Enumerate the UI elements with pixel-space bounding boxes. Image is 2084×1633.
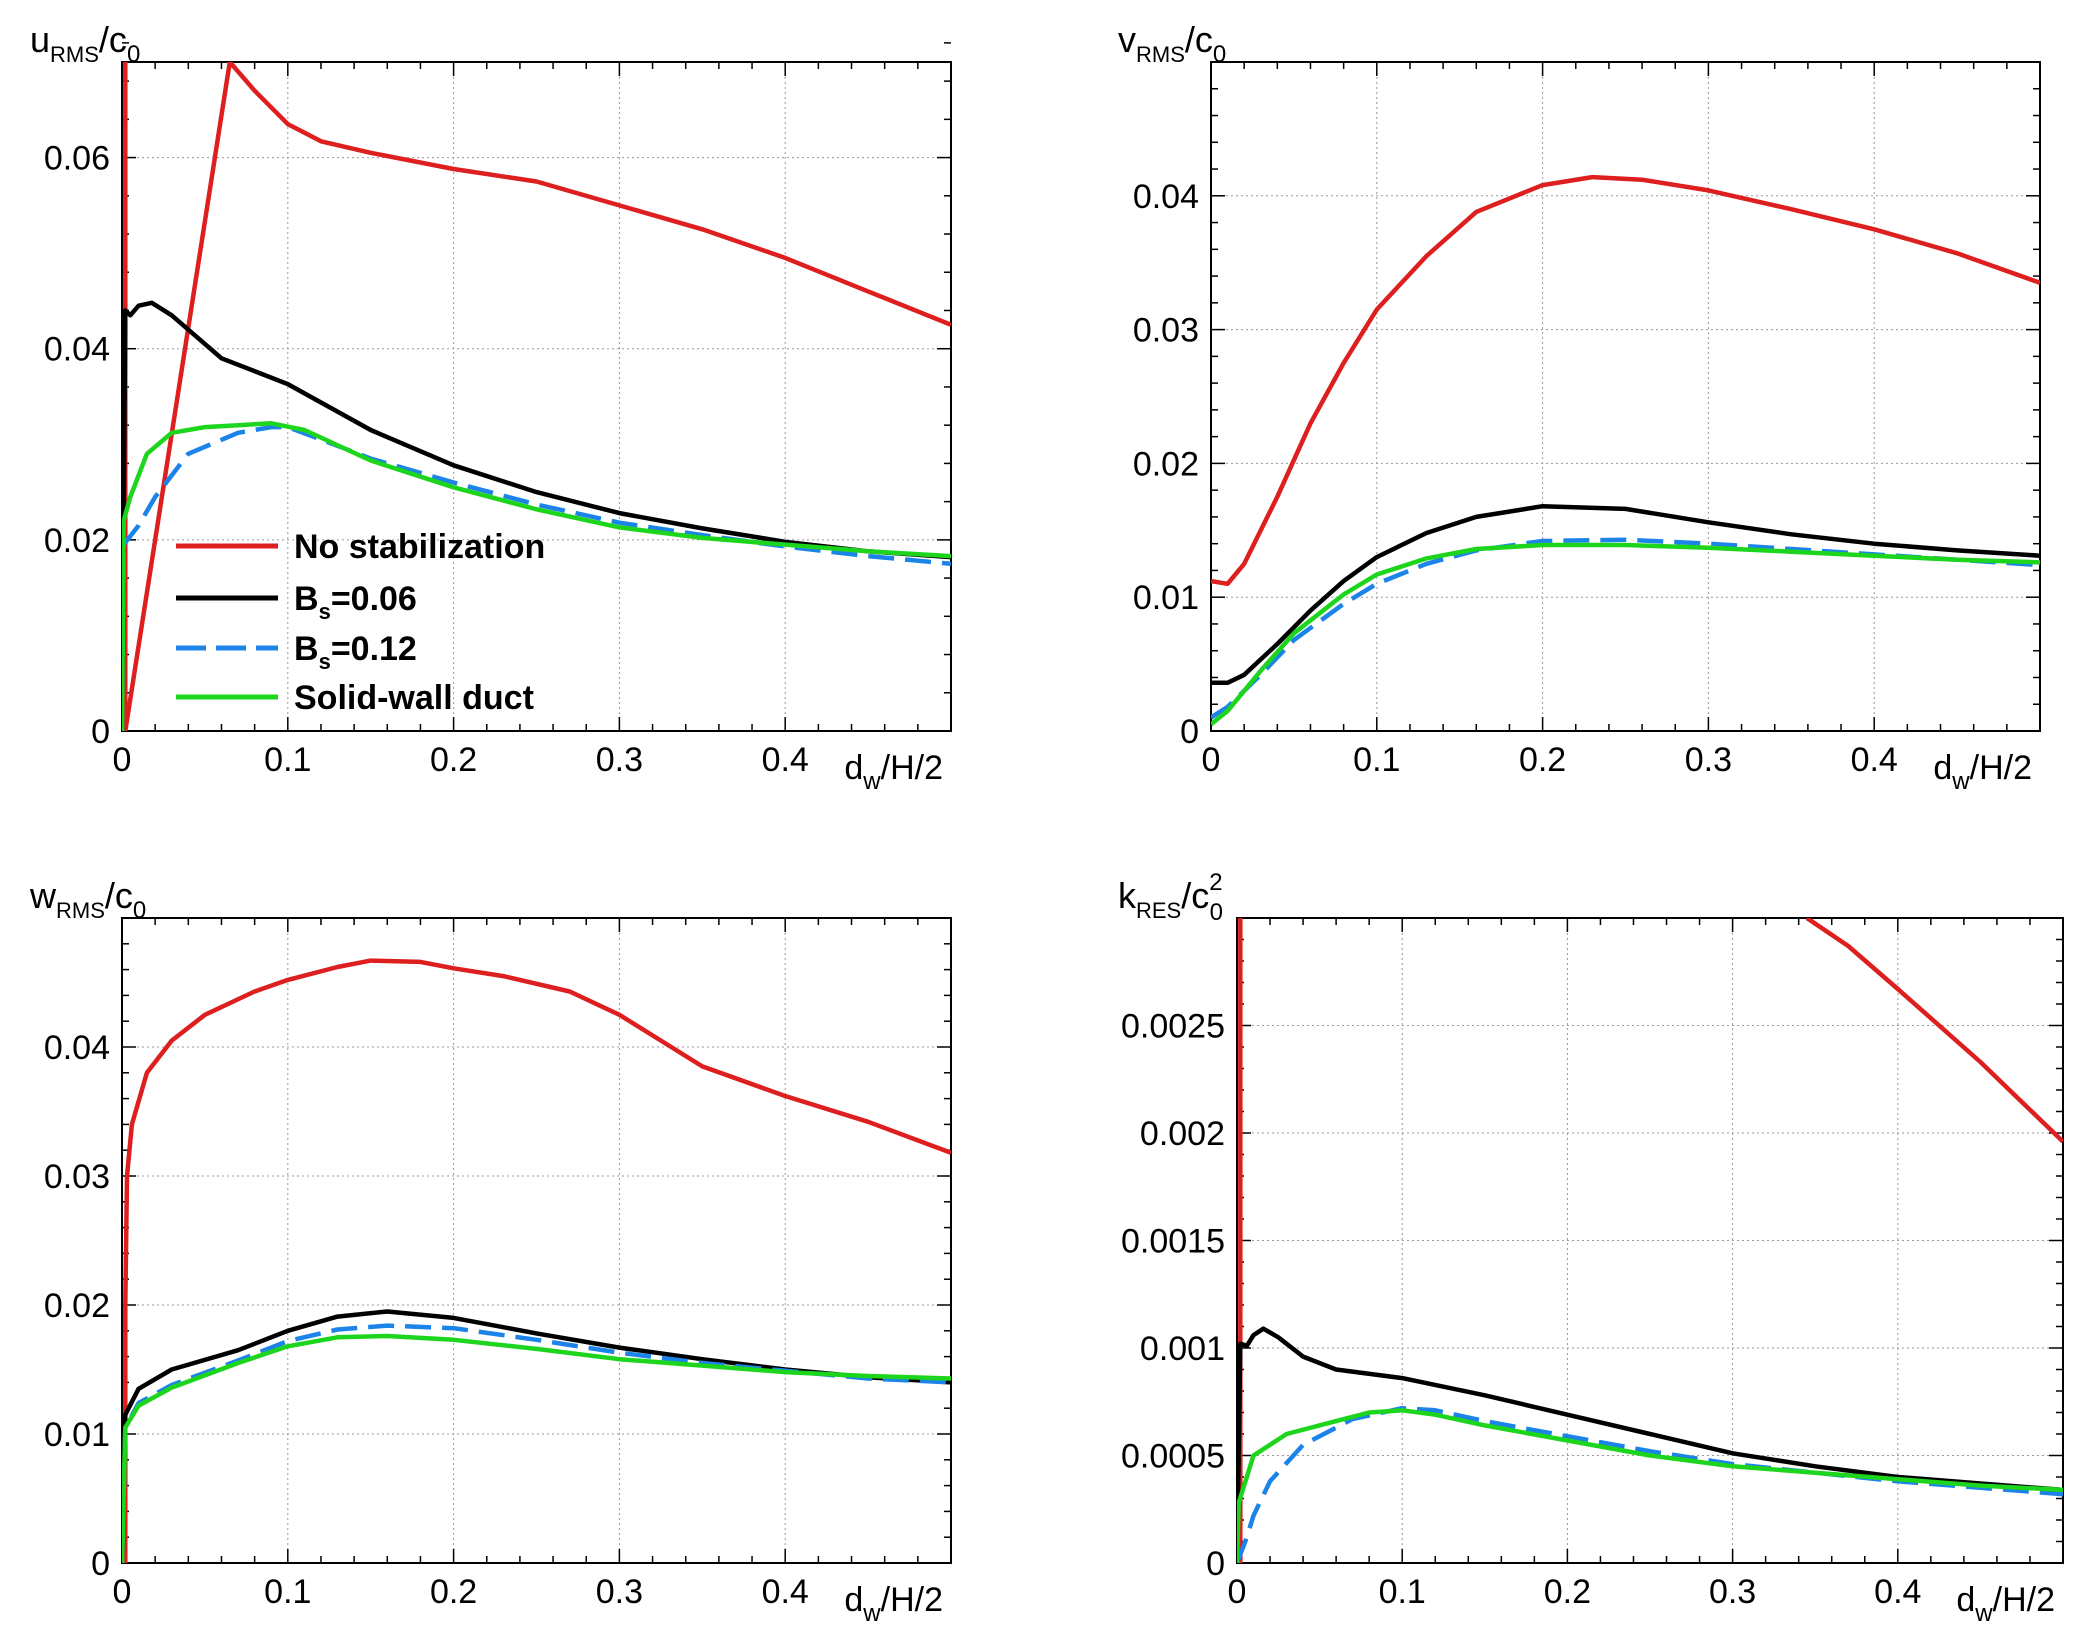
y-axis-label: vRMS/c0 [1118, 19, 1226, 68]
y-tick-label: 0.06 [44, 140, 110, 178]
plot-frame [1210, 61, 2041, 732]
y-tick-label: 0.0015 [1121, 1223, 1225, 1261]
series-line-bs-0-06 [1237, 1326, 2063, 1563]
y-tick-label: 0.02 [44, 1287, 110, 1325]
x-tick-label: 0.1 [264, 1573, 311, 1611]
x-axis-label: dw/H/2 [1956, 1581, 2055, 1627]
x-tick-label: 0 [113, 1573, 132, 1611]
x-tick-label: 0.2 [1519, 741, 1566, 779]
x-tick-label: 0.3 [1709, 1573, 1756, 1611]
legend: No stabilization Bs=0.06 Bs=0.12 Solid-wall… [176, 528, 545, 717]
series-line-solid-wall-duct [1237, 1408, 2063, 1563]
y-tick-label: 0.04 [44, 1029, 110, 1067]
y-axis-label: wRMS/c0 [29, 875, 146, 924]
x-tick-label: 0.4 [1874, 1573, 1921, 1611]
series-line-solid-wall-duct [122, 1333, 951, 1563]
x-tick-label: 0 [113, 741, 132, 779]
x-tick-label: 0.3 [1685, 741, 1732, 779]
chart-panel-1: 0 0.1 0.2 0.3 0.4 0 0.02 0.04 0.06 dw/H/2 uRMS/c0 [30, 19, 952, 795]
y-axis-label: kRES/c2 0 [1118, 869, 1223, 926]
x-tick-label: 0.4 [762, 1573, 809, 1611]
series-line-bs-0-12 [1237, 1405, 2063, 1563]
x-tick-label: 0 [1228, 1573, 1247, 1611]
plot-frame [121, 917, 952, 1564]
y-tick-label: 0.02 [1133, 445, 1199, 483]
plot-frame [121, 61, 952, 732]
y-tick-label: 0 [91, 713, 110, 751]
x-tick-label: 0.2 [430, 1573, 477, 1611]
x-tick-label: 0.2 [430, 741, 477, 779]
legend-label-4: Solid-wall duct [294, 679, 534, 717]
x-tick-label: 0 [1202, 741, 1221, 779]
x-tick-label: 0.1 [1353, 741, 1400, 779]
x-axis-label: dw/H/2 [1933, 749, 2032, 795]
chart-panel-3: 0 0.1 0.2 0.3 0.4 0 0.01 0.02 0.03 0.04 dw/H/2 wRMS… [29, 875, 952, 1627]
y-tick-label: 0.002 [1140, 1115, 1225, 1153]
y-tick-label: 0 [91, 1545, 110, 1583]
y-tick-label: 0.02 [44, 522, 110, 560]
legend-label-1: No stabilization [294, 528, 545, 566]
x-tick-label: 0.4 [1851, 741, 1898, 779]
y-tick-label: 0.01 [44, 1416, 110, 1454]
series-line-bs-0-12 [122, 424, 951, 731]
series-group [122, 62, 951, 731]
x-tick-label: 0.4 [762, 741, 809, 779]
series-line-bs-0-12 [1211, 537, 2040, 720]
legend-label-3: Bs=0.12 [294, 630, 417, 674]
series-line-solid-wall-duct [122, 421, 951, 731]
y-tick-label: 0.0005 [1121, 1438, 1225, 1476]
series-group [122, 958, 951, 1563]
y-tick-label: 0.001 [1140, 1330, 1225, 1368]
series-line-no-stabilization [1211, 174, 2040, 587]
y-tick-label: 0.04 [44, 331, 110, 369]
y-tick-label: 0.0025 [1121, 1008, 1225, 1046]
y-tick-label: 0.03 [1133, 312, 1199, 350]
x-tick-label: 0.1 [1379, 1573, 1426, 1611]
series-line-no-stabilization [123, 62, 951, 731]
y-tick-label: 0.01 [1133, 579, 1199, 617]
x-tick-label: 0.2 [1544, 1573, 1591, 1611]
x-axis-label: dw/H/2 [844, 1581, 943, 1627]
series-group [1211, 174, 2040, 727]
y-tick-label: 0 [1206, 1545, 1225, 1583]
y-tick-label: 0.04 [1133, 178, 1199, 216]
series-line-bs-0-06 [122, 300, 951, 731]
series-group [1237, 918, 2063, 1563]
y-tick-label: 0 [1180, 713, 1199, 751]
chart-panel-2: 0 0.1 0.2 0.3 0.4 0 0.01 0.02 0.03 0.04 dw/H/2 vRMS… [1118, 19, 2041, 795]
chart-panel-4: 0 0.1 0.2 0.3 0.4 0 0.0005 0.001 0.0015 0.002 0.00… [1118, 869, 2064, 1627]
legend-label-2: Bs=0.06 [294, 580, 417, 624]
y-tick-label: 0.03 [44, 1158, 110, 1196]
series-line-bs-0-06 [1211, 503, 2040, 686]
series-line-no-stabilization [123, 958, 951, 1563]
x-tick-label: 0.3 [596, 1573, 643, 1611]
x-tick-label: 0.1 [264, 741, 311, 779]
y-axis-label: uRMS/c0 [30, 19, 140, 68]
series-line-no-stabilization-tail- [1805, 918, 2063, 1144]
plot-frame [1236, 917, 2064, 1564]
x-tick-label: 0.3 [596, 741, 643, 779]
series-line-solid-wall-duct [1211, 542, 2040, 727]
x-axis-label: dw/H/2 [844, 749, 943, 795]
